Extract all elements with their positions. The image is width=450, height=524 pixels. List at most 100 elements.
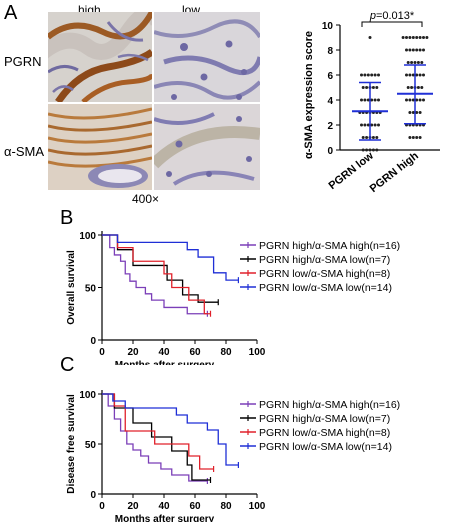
- dot-plot-point: [373, 73, 377, 77]
- dot-plot-ytick-label: 6: [327, 71, 333, 82]
- km-ytick-label: 50: [85, 440, 97, 451]
- micrograph-pgrn-high: [48, 12, 152, 102]
- km-xtick-label: 20: [127, 347, 139, 358]
- dot-plot-point: [415, 111, 419, 114]
- dot-plot-point: [411, 36, 415, 39]
- dot-plot-point: [361, 148, 365, 152]
- dot-plot-point: [377, 123, 380, 127]
- dot-plot-point: [416, 61, 420, 64]
- dot-plot-point: [366, 123, 370, 127]
- km-series-line: [102, 234, 211, 315]
- km-xtick-label: 100: [249, 501, 266, 512]
- km-xlabel: Months after surgery: [115, 360, 215, 365]
- km-xlabel: Months after surgery: [115, 514, 215, 522]
- dot-plot-point: [363, 73, 367, 77]
- dot-plot-point: [422, 73, 425, 77]
- dot-plot-point: [425, 36, 429, 39]
- dot-plot-point: [371, 86, 375, 89]
- dot-plot-point: [377, 98, 380, 102]
- dot-plot-point: [371, 148, 375, 152]
- dot-plot-point: [363, 98, 367, 102]
- km-xtick-label: 40: [158, 347, 170, 358]
- dot-plot-point: [406, 61, 410, 64]
- km-xtick-label: 0: [99, 501, 105, 512]
- dot-plot-point: [411, 111, 415, 114]
- panel-label-b: B: [60, 207, 74, 229]
- km-series-line: [102, 234, 239, 281]
- magnification-label: 400×: [132, 192, 160, 206]
- dot-plot-point: [365, 136, 369, 139]
- km-ytick-label: 0: [90, 336, 96, 347]
- dot-plot-ytick-label: 0: [327, 146, 333, 157]
- dot-plot-point: [422, 48, 425, 52]
- dot-plot-point: [370, 98, 374, 102]
- dot-plot-point: [422, 98, 425, 102]
- dot-plot-point: [415, 136, 419, 139]
- dot-plot-point: [360, 123, 363, 127]
- dot-plot-point: [405, 48, 408, 52]
- dot-plot-point: [416, 86, 420, 89]
- dot-plot-point: [422, 36, 425, 39]
- row-label-sma: α-SMA: [4, 144, 45, 159]
- dot-plot-point: [410, 61, 414, 64]
- dot-plot-point: [418, 73, 422, 77]
- km-xtick-label: 80: [220, 501, 232, 512]
- p-value-symbol: p: [369, 10, 376, 22]
- dot-plot-point: [368, 36, 372, 39]
- dot-plot-point: [375, 148, 379, 152]
- dot-plot-point: [415, 73, 419, 77]
- dot-plot-point: [415, 36, 419, 39]
- km-ytick-label: 50: [85, 284, 97, 295]
- dot-plot-point: [411, 73, 415, 77]
- dot-plot-point: [408, 111, 412, 114]
- dot-plot-point: [408, 136, 412, 139]
- dot-plot-point: [405, 73, 408, 77]
- dot-plot-point: [413, 61, 417, 64]
- dot-plot-point: [408, 48, 412, 52]
- dot-plot-point: [408, 36, 412, 39]
- dot-plot-point: [418, 48, 422, 52]
- dot-plot-point: [410, 86, 414, 89]
- dot-plot-category-label: PGRN high: [368, 150, 421, 195]
- km-ytick-label: 0: [90, 490, 96, 501]
- km-series-line: [102, 393, 214, 470]
- dot-plot-point: [420, 61, 424, 64]
- dot-plot-point: [415, 98, 419, 102]
- dot-plot-point: [370, 73, 374, 77]
- km-legend-entry: PGRN low/α-SMA low(n=14): [259, 282, 392, 294]
- dot-plot-point: [375, 136, 379, 139]
- dot-plot-ytick-label: 8: [327, 46, 333, 57]
- km-legend-entry: PGRN low/α-SMA high(n=8): [259, 427, 390, 439]
- dot-plot-point: [406, 86, 410, 89]
- dot-plot-point: [366, 73, 370, 77]
- dot-plot-point: [418, 111, 422, 114]
- dot-plot-point: [365, 148, 369, 152]
- km-legend-entry: PGRN high/α-SMA low(n=7): [259, 254, 390, 266]
- km-series-line: [102, 234, 208, 315]
- p-value-text: =0.013*: [376, 10, 415, 22]
- km-series-line: [102, 234, 219, 303]
- km-ytick-label: 100: [79, 231, 96, 242]
- dot-plot-point: [377, 73, 380, 77]
- km-xtick-label: 0: [99, 347, 105, 358]
- dot-plot-point: [360, 98, 363, 102]
- km-series-line: [102, 393, 239, 466]
- km-xtick-label: 60: [189, 347, 201, 358]
- km-ytick-label: 100: [79, 390, 96, 401]
- km-chart-dfs: 0 50 100 0 20 40 60 80 100 Months after surgery Di…: [66, 390, 400, 522]
- dot-plot-point: [361, 86, 365, 89]
- km-legend-entry: PGRN low/α-SMA high(n=8): [259, 268, 390, 280]
- km-legend-entry: PGRN low/α-SMA low(n=14): [259, 441, 392, 453]
- km-legend-entry: PGRN high/α-SMA low(n=7): [259, 413, 390, 425]
- km-xtick-label: 100: [249, 347, 266, 358]
- dot-plot-point: [373, 98, 377, 102]
- km-ylabel: Disease free survival: [66, 394, 77, 494]
- dot-plot-point: [420, 86, 424, 89]
- dot-plot-ylabel: α-SMA expression score: [303, 31, 315, 159]
- dot-plot-point: [370, 123, 374, 127]
- dot-plot-point: [366, 98, 370, 102]
- dot-plot-point: [371, 136, 375, 139]
- micrograph-sma-high: [48, 104, 152, 190]
- km-series-line: [102, 393, 208, 482]
- dot-plot-point: [375, 86, 379, 89]
